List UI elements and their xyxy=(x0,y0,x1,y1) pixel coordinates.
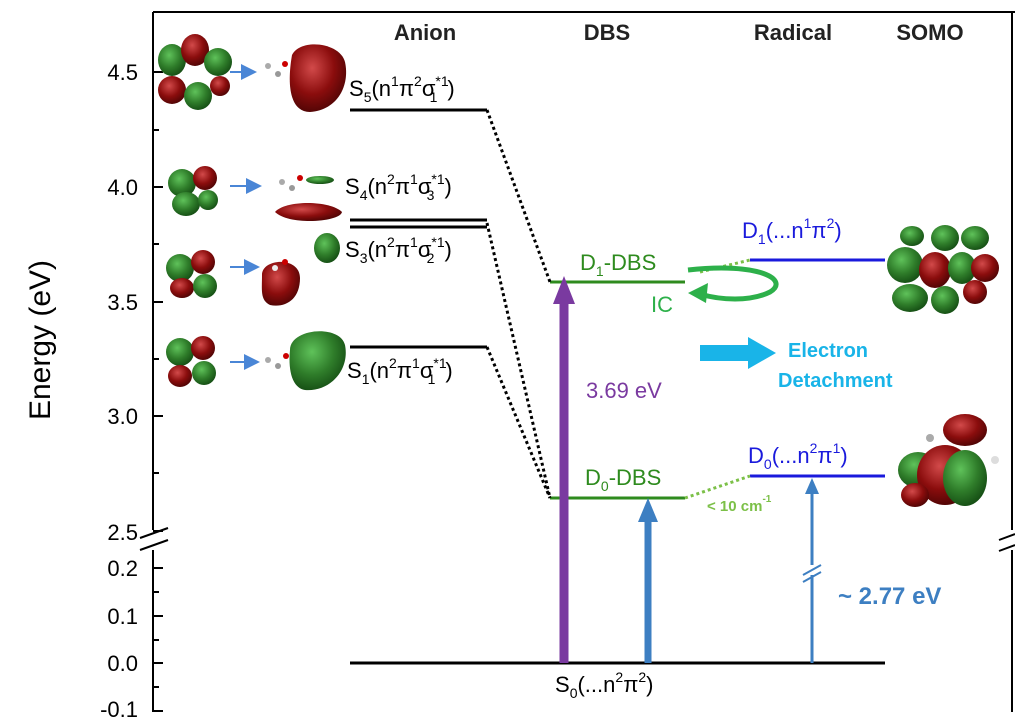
excitation-arrow xyxy=(553,276,575,663)
tick-label: 3.0 xyxy=(107,404,138,429)
tick-label: -0.1 xyxy=(100,697,138,717)
somo-image-d1 xyxy=(887,225,999,314)
ic-label: IC xyxy=(651,292,673,317)
tick-label: 0.2 xyxy=(107,556,138,581)
electron-density-s4 xyxy=(275,175,342,221)
tick-label: 0.1 xyxy=(107,604,138,629)
orbital-image-s3-mo xyxy=(166,250,217,298)
tick-label: 0.0 xyxy=(107,651,138,676)
orbital-image-s5-mo xyxy=(158,34,232,110)
ionization-arrow xyxy=(803,478,821,663)
tick-label: 3.5 xyxy=(107,290,138,315)
spacing-label: < 10 cm-1 xyxy=(707,494,772,515)
y-axis-title: Energy (eV) xyxy=(24,260,57,420)
electron-detachment-label-2: Detachment xyxy=(778,370,893,392)
label-d1-dbs: D1-DBS xyxy=(580,250,656,279)
electron-density-s5 xyxy=(265,44,346,112)
label-d0-radical: D0(...n2π1) xyxy=(748,440,848,472)
electron-density-s1 xyxy=(265,331,346,390)
orbital-arrows xyxy=(230,72,260,362)
label-s3: S3(n2π1σ*1 2) xyxy=(345,234,452,266)
electron-detachment-arrow xyxy=(700,337,776,369)
y-ticks xyxy=(153,72,163,711)
excitation-energy-label: 3.69 eV xyxy=(586,378,662,403)
label-s1: S1(n2π1σ*1 1) xyxy=(347,355,453,387)
header-somo: SOMO xyxy=(896,20,963,45)
label-d0-dbs: D0-DBS xyxy=(585,465,661,494)
ionization-energy-label: ~ 2.77 eV xyxy=(838,583,941,610)
y-tick-labels: 4.5 4.0 3.5 3.0 2.5 0.2 0.1 0.0 -0.1 xyxy=(100,60,138,717)
somo-image-d0 xyxy=(898,414,999,507)
orbital-image-s1-mo xyxy=(166,336,216,387)
label-s0: S0(...n2π2) xyxy=(555,669,654,701)
tick-label: 2.5 xyxy=(107,520,138,545)
header-dbs: DBS xyxy=(584,20,630,45)
correlation-lines xyxy=(487,110,550,498)
axis-break-right xyxy=(999,534,1015,551)
header-anion: Anion xyxy=(394,20,456,45)
orbital-image-s4-mo xyxy=(168,166,218,216)
label-s4: S4(n2π1σ*1 3) xyxy=(345,171,452,203)
label-s5: S5(n1π2σ*1 1) xyxy=(349,73,455,105)
ic-arrow xyxy=(688,268,776,303)
d0-dbs-arrow xyxy=(638,498,658,663)
column-headers: Anion DBS Radical SOMO xyxy=(394,20,964,45)
header-radical: Radical xyxy=(754,20,832,45)
electron-detachment-label-1: Electron xyxy=(788,340,868,362)
electron-density-s3 xyxy=(262,233,340,306)
tick-label: 4.5 xyxy=(107,60,138,85)
label-d1-radical: D1(...n1π2) xyxy=(742,215,842,247)
tick-label: 4.0 xyxy=(107,175,138,200)
